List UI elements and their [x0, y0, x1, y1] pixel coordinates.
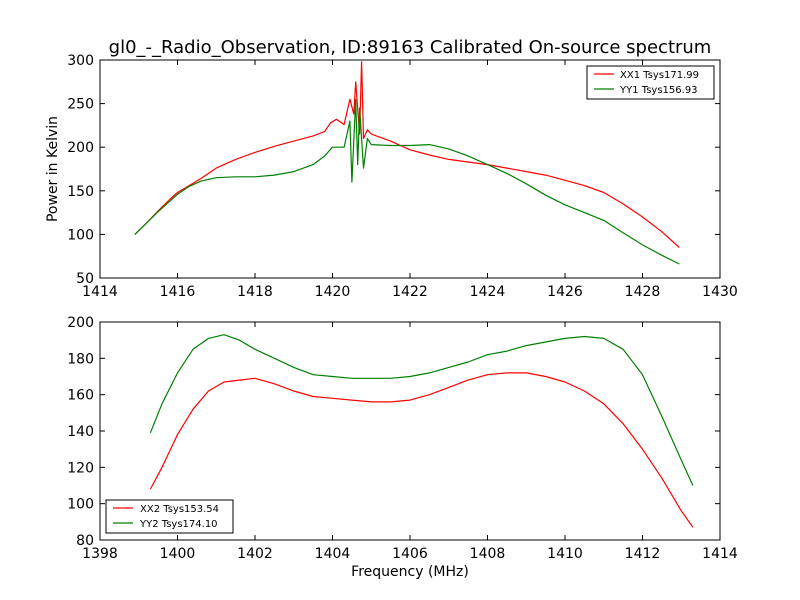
top-x-tick-label: 1416 — [160, 284, 196, 300]
bottom-x-axis-label: Frequency (MHz) — [351, 564, 469, 580]
bottom-y-tick-label: 80 — [76, 533, 94, 549]
top-x-tick-label: 1428 — [625, 284, 661, 300]
bottom-legend-label-yy2: YY2 Tsys174.10 — [139, 519, 218, 530]
top-ticks-layer: 1414 1416 1418 1420 1422 1424 1426 1428 1430 50 10… — [67, 53, 738, 300]
bottom-legend-box — [105, 499, 234, 534]
top-x-tick-label: 1420 — [315, 284, 351, 300]
bottom-y-tick-label: 120 — [67, 460, 94, 476]
bottom-x-tick-label: 1412 — [625, 546, 661, 562]
top-x-tick-label: 1430 — [702, 284, 738, 300]
top-panel: 1414 1416 1418 1420 1422 1424 1426 1428 1430 50 10… — [45, 53, 738, 300]
top-series-line-2 — [134, 98, 680, 265]
top-y-tick-label: 300 — [67, 53, 94, 69]
top-legend: XX1 Tsys171.99 YY1 Tsys156.93 — [586, 65, 715, 100]
top-x-tick-label: 1422 — [392, 284, 428, 300]
top-x-tick-label: 1418 — [237, 284, 273, 300]
top-series-line-1 — [134, 61, 680, 248]
bottom-y-tick-label: 160 — [67, 388, 94, 404]
top-x-tick-label: 1414 — [82, 284, 118, 300]
top-y-tick-label: 200 — [67, 140, 94, 156]
top-series-layer — [134, 61, 680, 265]
top-y-axis-label: Power in Kelvin — [45, 116, 61, 222]
top-x-tick-label: 1424 — [470, 284, 506, 300]
top-legend-label-xx1: XX1 Tsys171.99 — [620, 70, 699, 81]
bottom-x-tick-label: 1406 — [392, 546, 428, 562]
bottom-series-line-2 — [149, 334, 694, 486]
top-x-tick-label: 1426 — [547, 284, 583, 300]
bottom-ticks-layer: 1398 1400 1402 1404 1406 1408 1410 1412 1414 80 10… — [67, 315, 738, 562]
top-y-tick-label: 100 — [67, 227, 94, 243]
bottom-y-tick-label: 180 — [67, 351, 94, 367]
top-y-tick-label: 150 — [67, 184, 94, 200]
bottom-y-tick-label: 100 — [67, 497, 94, 513]
bottom-x-tick-label: 1404 — [315, 546, 351, 562]
bottom-legend: XX2 Tsys153.54 YY2 Tsys174.10 — [105, 499, 234, 534]
bottom-x-tick-label: 1408 — [470, 546, 506, 562]
top-legend-box — [586, 65, 715, 100]
chart-title: gl0_-_Radio_Observation, ID:89163 Calibr… — [109, 37, 712, 58]
bottom-series-layer — [149, 334, 694, 528]
bottom-series-line-1 — [149, 372, 694, 528]
bottom-x-tick-label: 1414 — [702, 546, 738, 562]
bottom-x-tick-label: 1402 — [237, 546, 273, 562]
top-y-tick-label: 50 — [76, 271, 94, 287]
bottom-x-tick-label: 1410 — [547, 546, 583, 562]
bottom-y-tick-label: 140 — [67, 424, 94, 440]
top-legend-label-yy1: YY1 Tsys156.93 — [619, 85, 698, 96]
bottom-legend-label-xx2: XX2 Tsys153.54 — [140, 504, 219, 515]
bottom-x-tick-label: 1400 — [160, 546, 196, 562]
top-y-tick-label: 250 — [67, 97, 94, 113]
bottom-panel: 1398 1400 1402 1404 1406 1408 1410 1412 1414 80 10… — [67, 315, 738, 580]
bottom-y-tick-label: 200 — [67, 315, 94, 331]
bottom-x-tick-label: 1398 — [82, 546, 118, 562]
